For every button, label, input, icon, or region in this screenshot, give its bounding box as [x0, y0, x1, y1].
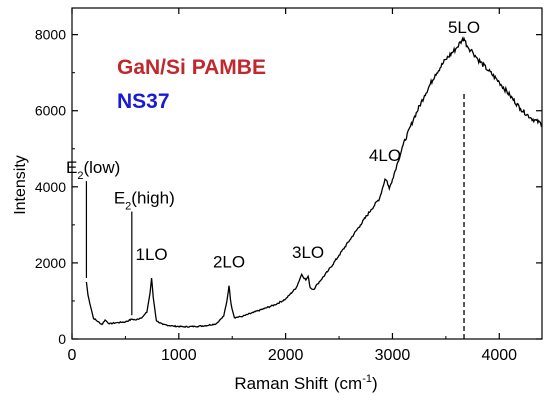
- y-axis-label: Intensity: [12, 155, 29, 215]
- x-tick-label: 4000: [481, 347, 517, 364]
- x-tick-label: 1000: [161, 347, 197, 364]
- x-tick-label: 3000: [375, 347, 411, 364]
- peak-label: 5LO: [448, 18, 480, 37]
- peak-annotations: E2(low) E2(high) 1LO 2LO 3LO 4LO 5LO: [66, 18, 480, 339]
- chart-title-line2: NS37: [117, 90, 170, 113]
- peak-label: E2(high): [114, 189, 175, 213]
- x-axis-label: Raman Shift (cm-1): [234, 373, 377, 393]
- peak-label: 1LO: [136, 245, 168, 264]
- x-axis-unit: (cm: [334, 374, 362, 393]
- peak-label: 3LO: [292, 243, 324, 262]
- series-line-group: [85, 36, 543, 328]
- peak-label: 2LO: [213, 253, 245, 272]
- x-axis-unit-close: ): [372, 374, 378, 393]
- x-axis-unit-exponent: -1: [362, 373, 372, 385]
- x-tick-label: 2000: [268, 347, 304, 364]
- y-tick-label: 4000: [35, 179, 66, 195]
- axes: [71, 7, 543, 340]
- y-tick-label: 0: [58, 331, 66, 347]
- peak-label: E2(low): [66, 158, 120, 182]
- series-line: [85, 36, 543, 328]
- y-tick-label: 2000: [35, 255, 66, 271]
- y-tick-label: 8000: [35, 27, 66, 43]
- plot-frame: [71, 7, 543, 340]
- x-axis-ticks: 0 1000 2000 3000 4000: [68, 8, 517, 364]
- chart-title-line1: GaN/Si PAMBE: [117, 56, 266, 79]
- y-tick-label: 6000: [35, 103, 66, 119]
- x-tick-label: 0: [68, 347, 77, 364]
- peak-label: 4LO: [369, 146, 401, 165]
- y-axis-ticks: 0 2000 4000 6000 8000: [35, 27, 542, 347]
- x-axis-label-name: Raman Shift: [234, 374, 328, 393]
